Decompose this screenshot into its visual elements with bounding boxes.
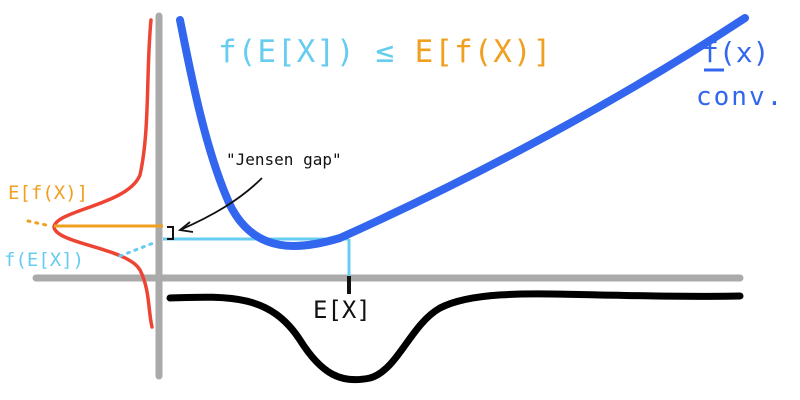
convex-note: conv. bbox=[696, 82, 785, 112]
jensen-gap-arrowhead-icon bbox=[177, 221, 194, 233]
jensen-gap-arrow bbox=[179, 177, 263, 231]
expected-f-dots bbox=[26, 219, 48, 227]
f-of-expected-dots bbox=[118, 240, 158, 258]
jensen-inequality: f(E[X]) ≤ E[f(X)] bbox=[218, 34, 552, 70]
jensen-gap-label: "Jensen gap" bbox=[226, 150, 342, 169]
expected-f-label: E[f(X)] bbox=[8, 182, 89, 204]
output-distribution-curve bbox=[52, 18, 154, 329]
expected-x-label: E[X] bbox=[313, 296, 371, 324]
input-distribution-curve bbox=[166, 290, 744, 384]
function-label: f(x) bbox=[702, 36, 770, 69]
inequality-sign: ≤ bbox=[355, 34, 415, 70]
inequality-right: E[f(X)] bbox=[414, 34, 553, 70]
f-of-expected-label: f(E[X]) bbox=[4, 249, 85, 271]
convex-function-curve bbox=[176, 14, 749, 250]
inequality-left: f(E[X]) bbox=[218, 34, 356, 70]
jensen-gap-bracket bbox=[167, 226, 174, 240]
